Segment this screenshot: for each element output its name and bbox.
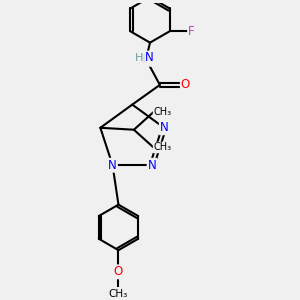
Text: O: O xyxy=(114,265,123,278)
Text: N: N xyxy=(108,159,117,172)
Text: CH₃: CH₃ xyxy=(109,289,128,298)
Text: N: N xyxy=(145,51,154,64)
Text: CH₃: CH₃ xyxy=(154,142,172,152)
Text: CH₃: CH₃ xyxy=(154,107,172,117)
Text: H: H xyxy=(135,53,143,63)
Text: N: N xyxy=(160,121,169,134)
Text: O: O xyxy=(181,78,190,92)
Text: F: F xyxy=(188,25,195,38)
Text: N: N xyxy=(148,159,156,172)
Text: HN: HN xyxy=(137,53,155,66)
